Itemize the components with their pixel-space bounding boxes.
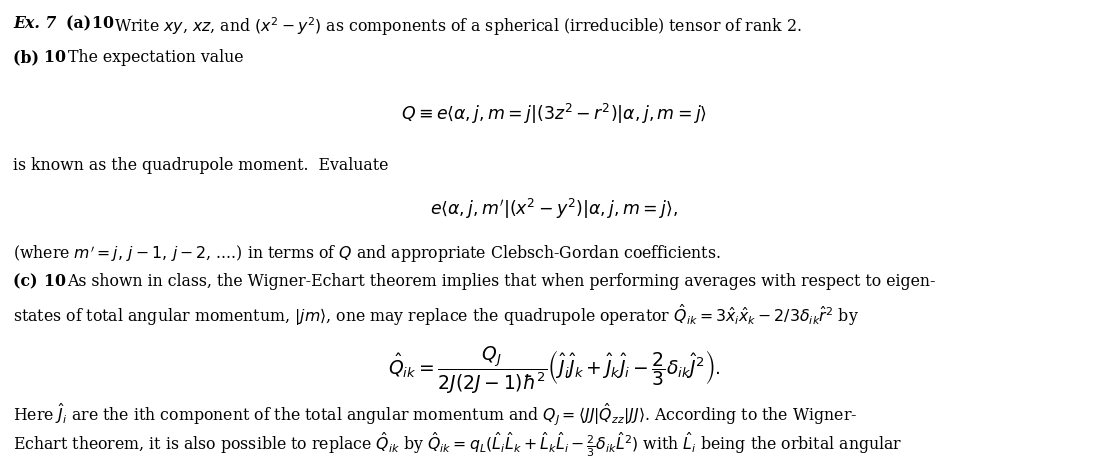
Text: $Q \equiv e\langle\alpha, j, m = j|(3z^2 - r^2)|\alpha, j, m = j\rangle$: $Q \equiv e\langle\alpha, j, m = j|(3z^2… bbox=[401, 101, 707, 125]
Text: 10: 10 bbox=[92, 15, 120, 32]
Text: Here $\hat{J}_i$ are the ith component of the total angular momentum and $Q_J = : Here $\hat{J}_i$ are the ith component o… bbox=[13, 401, 858, 428]
Text: Write $xy$, $xz$, and $(x^2 - y^2)$ as components of a spherical (irreducible) t: Write $xy$, $xz$, and $(x^2 - y^2)$ as c… bbox=[114, 15, 802, 38]
Text: $e\langle\alpha, j, m'|(x^2 - y^2)|\alpha, j, m = j\rangle,$: $e\langle\alpha, j, m'|(x^2 - y^2)|\alph… bbox=[430, 197, 678, 221]
Text: (where $m' = j,\, j-1,\, j-2$, ....) in terms of $Q$ and appropriate Clebsch-Gor: (where $m' = j,\, j-1,\, j-2$, ....) in … bbox=[13, 243, 721, 265]
Text: moment operators. Find $q_L$ in terms of $Q_J$.: moment operators. Find $q_L$ in terms of… bbox=[13, 460, 347, 461]
Text: Echart theorem, it is also possible to replace $\hat{Q}_{ik}$ by $\hat{Q}_{ik} =: Echart theorem, it is also possible to r… bbox=[13, 431, 903, 459]
Text: 10: 10 bbox=[44, 49, 72, 66]
Text: 10: 10 bbox=[44, 273, 72, 290]
Text: (c): (c) bbox=[13, 273, 43, 290]
Text: (b): (b) bbox=[13, 49, 44, 66]
Text: $\hat{Q}_{ik} = \dfrac{Q_J}{2J(2J-1)\hbar^2}\left(\hat{J}_i\hat{J}_k + \hat{J}_k: $\hat{Q}_{ik} = \dfrac{Q_J}{2J(2J-1)\hba… bbox=[388, 345, 720, 396]
Text: states of total angular momentum, $|jm\rangle$, one may replace the quadrupole o: states of total angular momentum, $|jm\r… bbox=[13, 302, 859, 328]
Text: Ex. 7: Ex. 7 bbox=[13, 15, 62, 32]
Text: As shown in class, the Wigner-Echart theorem implies that when performing averag: As shown in class, the Wigner-Echart the… bbox=[68, 273, 936, 290]
Text: (a): (a) bbox=[66, 15, 98, 32]
Text: The expectation value: The expectation value bbox=[68, 49, 243, 66]
Text: is known as the quadrupole moment.  Evaluate: is known as the quadrupole moment. Evalu… bbox=[13, 157, 389, 174]
